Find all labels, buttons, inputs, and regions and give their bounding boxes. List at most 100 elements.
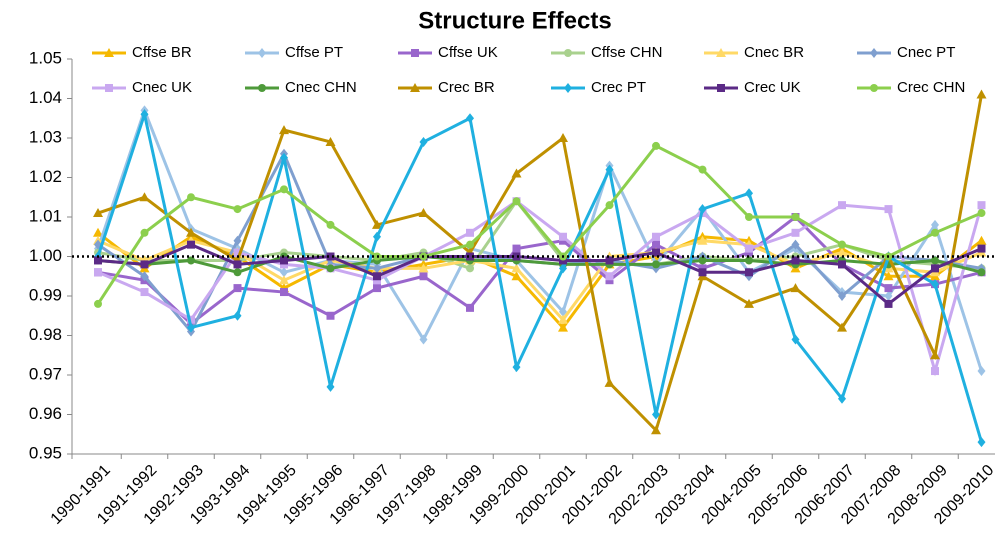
marker [930,350,940,360]
marker [512,197,521,206]
series-line [97,239,983,323]
marker [652,240,660,249]
series-line [96,105,983,372]
marker [652,232,660,241]
marker [280,256,288,265]
marker [233,248,242,257]
marker [410,83,420,92]
marker [104,48,114,57]
marker [187,240,195,249]
y-tick-label: 1.01 [29,206,62,225]
marker [717,84,725,92]
legend-label: Cffse BR [132,44,192,61]
marker [466,240,474,249]
marker [931,256,939,265]
legend-label: Crec BR [438,79,495,96]
marker [976,235,987,245]
marker [140,228,149,237]
marker [466,303,474,312]
marker [745,244,753,253]
marker [326,252,335,261]
marker [559,306,567,317]
legend-label: Cffse PT [285,44,343,61]
marker [466,113,474,124]
series [94,105,986,377]
marker [233,205,242,214]
marker [187,193,195,202]
legend-label: Cnec PT [897,44,955,61]
marker [698,268,707,277]
marker [373,231,381,242]
marker [280,267,288,278]
marker [186,227,196,237]
marker [511,263,522,273]
marker [373,284,381,293]
marker [466,228,474,237]
marker [605,272,614,281]
marker [652,141,660,150]
marker [140,260,149,269]
marker [105,84,113,92]
marker [931,367,939,376]
marker [791,228,800,237]
marker [837,247,847,257]
marker [233,284,242,293]
marker [652,409,660,420]
marker [745,256,753,265]
marker [558,133,568,142]
marker [558,314,568,324]
legend-label: Crec UK [744,79,801,96]
marker [326,381,335,392]
marker [558,322,568,332]
marker [258,48,266,58]
marker [140,109,149,120]
series [94,148,986,337]
marker [977,437,986,448]
series-line [97,199,983,377]
marker [326,264,335,273]
y-tick-label: 0.99 [29,285,62,304]
marker [418,208,429,218]
marker [279,275,289,285]
marker [418,263,429,273]
marker [326,311,335,320]
marker [745,188,753,199]
marker [837,322,847,332]
marker [884,205,893,214]
marker [373,263,381,274]
legend-label: Crec CHN [897,79,965,96]
series-line [97,94,983,434]
marker [931,279,939,290]
marker [233,268,242,277]
marker [94,299,102,308]
marker [870,84,878,92]
marker [233,235,242,246]
marker [605,256,614,265]
marker [93,227,103,237]
marker [791,256,800,265]
marker [511,168,522,178]
marker [791,213,800,221]
marker [373,272,381,281]
marker [325,136,336,146]
y-tick-label: 0.97 [29,364,62,383]
marker [977,209,986,218]
marker [838,393,846,404]
marker [605,164,614,175]
marker [884,299,893,308]
marker [564,49,572,57]
marker [139,192,150,202]
marker [93,208,103,218]
marker [411,49,419,57]
marker [977,244,986,253]
series-line [96,144,983,305]
y-tick-label: 1.05 [29,48,62,67]
marker [187,315,195,324]
marker [884,291,893,301]
marker [698,204,707,215]
marker [564,83,572,93]
marker [419,136,428,147]
marker [559,263,567,274]
marker [94,256,102,265]
marker [791,334,800,345]
